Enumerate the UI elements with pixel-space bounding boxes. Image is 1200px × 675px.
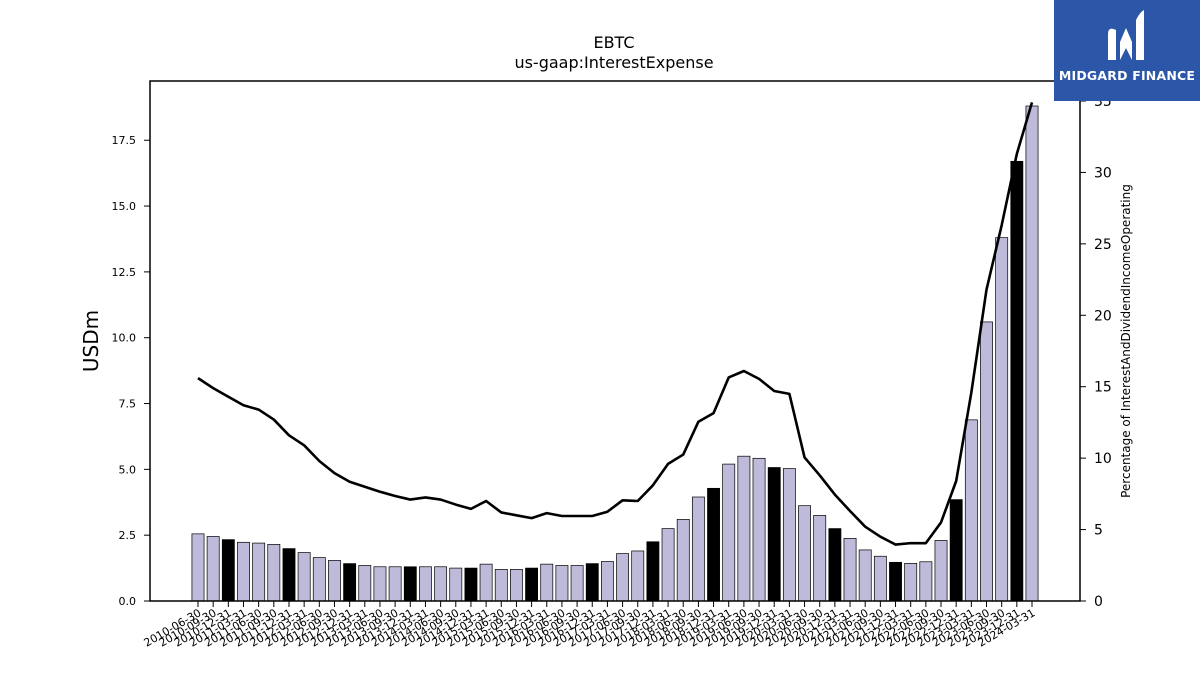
- bar-2023-12-31: [1010, 160, 1024, 602]
- bar-2022-06-30: [919, 561, 933, 602]
- y2-axis-label: Percentage of InterestAndDividendIncomeO…: [1119, 184, 1133, 498]
- bar-2021-06-30: [858, 549, 872, 602]
- bar-2021-03-31: [843, 537, 857, 602]
- bar-2017-06-30: [616, 553, 630, 602]
- bar-2014-09-30: [449, 567, 463, 602]
- bar-2014-06-30: [434, 566, 448, 602]
- bar-2018-09-30: [691, 496, 705, 602]
- y-tick-label: 0.0: [119, 595, 137, 608]
- bar-2023-03-31: [964, 419, 978, 602]
- y2-tick-label: 25: [1094, 237, 1112, 253]
- brand-logo: MIDGARD FINANCE: [1054, 0, 1200, 101]
- y-tick-label: 10.0: [112, 332, 137, 345]
- bar-2016-03-31: [540, 563, 554, 602]
- bar-2017-03-31: [600, 561, 614, 602]
- bar-2010-12-31: [221, 539, 235, 602]
- bar-2010-06-30: [191, 533, 205, 602]
- bar-2023-06-30: [980, 321, 993, 602]
- y2-tick-label: 0: [1094, 594, 1103, 610]
- bar-2019-06-30: [737, 455, 751, 602]
- y-tick-label: 5.0: [119, 463, 137, 476]
- bar-2013-03-31: [358, 565, 372, 602]
- bar-2018-06-30: [676, 519, 690, 602]
- ratio-line: [197, 102, 1034, 546]
- y2-tick-label: 30: [1094, 165, 1112, 181]
- logo-text: MIDGARD FINANCE: [1058, 68, 1196, 83]
- bar-2013-09-30: [388, 566, 402, 602]
- bar-2020-12-31: [828, 528, 842, 602]
- y2-tick-label: 5: [1094, 523, 1103, 539]
- bar-2013-06-30: [373, 566, 387, 602]
- bar-2012-03-31: [297, 552, 311, 602]
- bar-2016-06-30: [555, 565, 569, 602]
- bar-2010-09-30: [206, 536, 220, 602]
- bar-2014-03-31: [419, 566, 432, 602]
- bar-2014-12-31: [464, 567, 478, 602]
- bar-2015-09-30: [510, 569, 523, 602]
- y2-tick-label: 20: [1094, 308, 1112, 324]
- bar-2016-12-31: [585, 563, 599, 602]
- y-tick-label: 15.0: [112, 200, 137, 213]
- bar-2011-06-30: [252, 542, 266, 602]
- bar-2013-12-31: [403, 566, 417, 602]
- bar-2011-12-31: [282, 548, 296, 602]
- plot-frame: [149, 80, 1081, 602]
- bar-2018-12-31: [707, 487, 720, 602]
- bar-2021-12-31: [889, 561, 902, 602]
- bar-2018-03-31: [661, 528, 675, 602]
- bar-2011-03-31: [237, 541, 250, 602]
- bar-2022-12-31: [949, 499, 963, 602]
- bar-2021-09-30: [873, 555, 887, 602]
- bar-2019-09-30: [752, 457, 766, 602]
- bar-2019-12-31: [767, 467, 781, 602]
- bar-2017-09-30: [631, 550, 645, 602]
- y2-tick-label: 15: [1094, 380, 1112, 396]
- bar-2015-12-31: [525, 567, 539, 602]
- left-axis: 0.0 2.5 5.0 7.5 10.0 12.5 15.0 17.5: [112, 134, 150, 608]
- y-tick-label: 2.5: [119, 529, 137, 542]
- bar-2011-09-30: [267, 544, 281, 602]
- bar-2020-09-30: [813, 515, 827, 602]
- bar-series: [191, 105, 1039, 602]
- bar-2015-03-31: [479, 563, 493, 602]
- bar-2019-03-31: [722, 463, 736, 602]
- y-tick-label: 17.5: [112, 134, 137, 147]
- bar-2022-09-30: [934, 540, 948, 602]
- bar-2012-06-30: [312, 557, 326, 602]
- y-tick-label: 7.5: [119, 398, 137, 411]
- bar-2023-09-30: [995, 237, 1009, 602]
- bar-2016-09-30: [570, 565, 584, 602]
- bar-2020-06-30: [798, 505, 811, 602]
- y-axis-label: USDm: [79, 310, 103, 372]
- chart-title: EBTC: [593, 33, 634, 52]
- bar-2015-06-30: [494, 569, 508, 602]
- midgard-logo-icon: [1108, 10, 1144, 60]
- bar-2022-03-31: [904, 562, 918, 602]
- bar-2024-03-31: [1025, 105, 1039, 602]
- line-series: [197, 102, 1034, 546]
- bar-2012-12-31: [343, 563, 357, 602]
- y2-tick-label: 10: [1094, 451, 1112, 467]
- x-axis: 2010-06-302010-09-302010-12-312011-03-31…: [142, 601, 1038, 650]
- chart-subtitle: us-gaap:InterestExpense: [514, 53, 713, 72]
- bar-2017-12-31: [646, 541, 660, 602]
- bar-2020-03-31: [782, 468, 796, 602]
- y-tick-label: 12.5: [112, 266, 137, 279]
- bar-2012-09-30: [328, 560, 341, 602]
